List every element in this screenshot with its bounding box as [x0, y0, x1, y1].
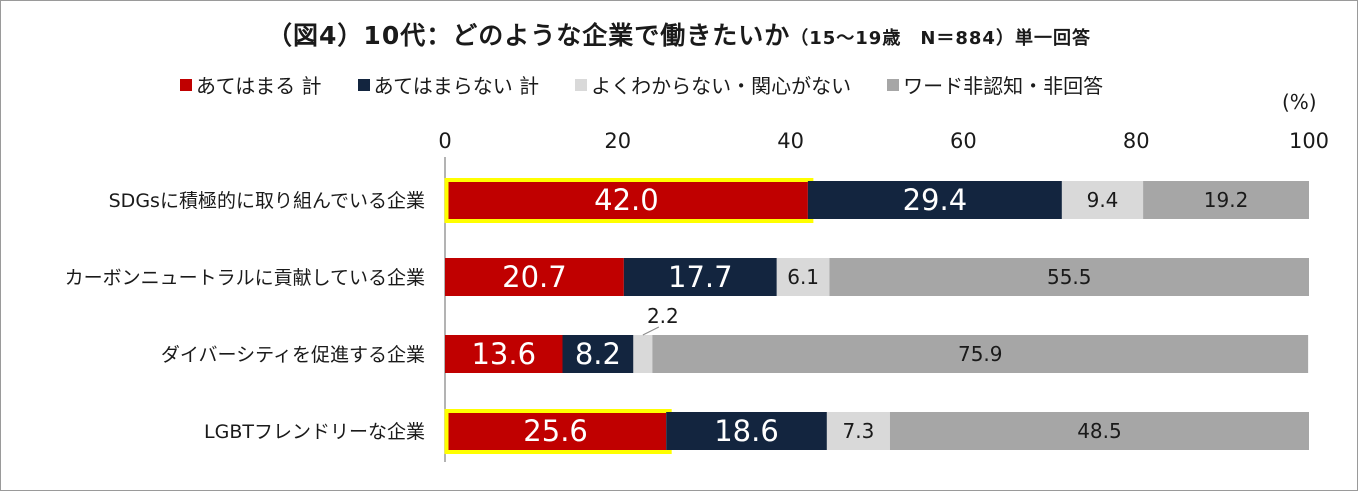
chart-title: （図4）10代：どのような企業で働きたいか（15～19歳 N＝884）単一回答	[0, 16, 1358, 52]
category-label: ダイバーシティを促進する企業	[161, 344, 425, 366]
legend-label-unknown: よくわからない・関心がない	[591, 74, 852, 98]
bar-segment	[652, 335, 1309, 373]
data-label: 55.5	[1047, 265, 1092, 289]
data-label: 8.2	[575, 337, 621, 371]
leader-line	[642, 326, 660, 336]
data-label: 42.0	[594, 183, 659, 217]
x-tick-label: 100	[1289, 129, 1329, 153]
data-label: 17.7	[668, 260, 733, 294]
x-tick-label: 80	[1123, 129, 1150, 153]
category-label: SDGsに積極的に取り組んでいる企業	[109, 190, 425, 212]
bar-segment	[1143, 181, 1309, 219]
bar-segment	[666, 412, 827, 450]
bar-segment	[623, 258, 777, 296]
legend-item-unknown: よくわからない・関心がない	[575, 70, 851, 99]
legend-swatch-unknown	[575, 78, 588, 91]
data-label: 2.2	[647, 304, 679, 328]
data-label: 75.9	[958, 342, 1003, 366]
data-label: 19.2	[1204, 188, 1249, 212]
unit-label: (%)	[1282, 90, 1317, 114]
x-tick-label: 60	[950, 129, 977, 153]
data-label: 20.7	[502, 260, 567, 294]
category-label: LGBTフレンドリーな企業	[204, 421, 425, 443]
legend-swatch-not-aware	[887, 78, 900, 91]
legend-item-not-aware: ワード非認知・非回答	[887, 70, 1103, 99]
bar-segment	[445, 412, 667, 450]
bar-segment	[889, 412, 1309, 450]
legend: あてはまる 計 あてはまらない 計 よくわからない・関心がない ワード非認知・非…	[180, 70, 1139, 99]
legend-label-applies: あてはまる 計	[196, 74, 322, 98]
x-tick-label: 40	[777, 129, 804, 153]
bar-segment	[776, 258, 830, 296]
legend-item-not-applies: あてはまらない 計	[357, 70, 540, 99]
data-label: 9.4	[1087, 188, 1119, 212]
x-tick-label: 20	[604, 129, 631, 153]
data-label: 7.3	[843, 419, 875, 443]
category-label: カーボンニュートラルに貢献している企業	[65, 267, 425, 289]
legend-swatch-not-applies	[357, 78, 370, 91]
bar-segment	[562, 335, 634, 373]
bar-segment	[829, 258, 1309, 296]
bar-segment	[445, 258, 624, 296]
chart-title-main: （図4）10代：どのような企業で働きたいか	[267, 21, 791, 50]
data-label: 29.4	[903, 183, 968, 217]
bar-segment	[445, 181, 808, 219]
data-label: 6.1	[787, 265, 819, 289]
bar-segment	[445, 335, 563, 373]
data-label: 48.5	[1077, 419, 1122, 443]
bar-segment	[826, 412, 890, 450]
legend-swatch-applies	[180, 78, 192, 91]
legend-label-not-applies: あてはまらない 計	[373, 74, 540, 98]
bar-segment	[633, 335, 653, 373]
data-label: 25.6	[523, 414, 588, 448]
chart-title-sub: （15～19歳 N＝884）単一回答	[790, 28, 1091, 49]
data-label: 18.6	[714, 414, 779, 448]
bar-segment	[1061, 181, 1144, 219]
x-tick-label: 0	[438, 129, 451, 153]
legend-label-not-aware: ワード非認知・非回答	[903, 74, 1104, 98]
data-label: 13.6	[471, 337, 536, 371]
bar-segment	[807, 181, 1062, 219]
legend-item-applies: あてはまる 計	[180, 70, 322, 99]
